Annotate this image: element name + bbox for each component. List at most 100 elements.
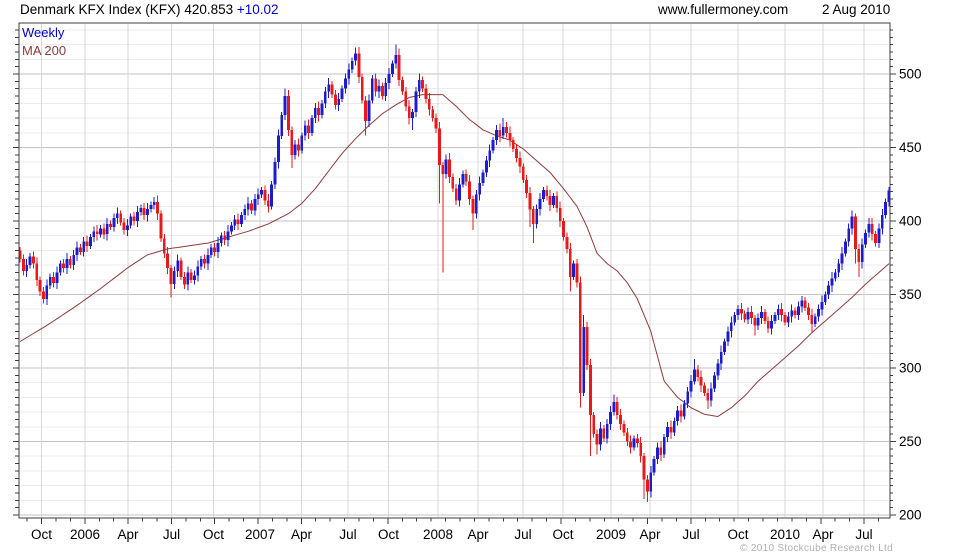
candle-down (578, 282, 582, 393)
candle-up (199, 259, 203, 267)
candle-up (682, 403, 686, 417)
candle-down (189, 272, 193, 280)
candle-down (102, 228, 106, 235)
candle-down (511, 140, 515, 149)
candle-up (877, 228, 881, 244)
candle-down (334, 94, 337, 105)
candle-down (622, 423, 626, 433)
candle-up (216, 243, 220, 252)
candle-down (783, 315, 787, 323)
candle-down (518, 157, 522, 167)
candle-down (498, 129, 502, 136)
candle-up (323, 91, 327, 104)
candle-down (156, 201, 159, 214)
candle-down (22, 259, 25, 271)
candle-up (293, 144, 297, 155)
x-axis-label: Oct (378, 527, 399, 542)
candle-down (854, 216, 857, 249)
copyright-notice: © 2010 Stockcube Research Ltd (740, 543, 893, 554)
candle-up (491, 140, 495, 151)
candle-down (79, 247, 82, 252)
candle-down (203, 259, 206, 264)
candle-up (172, 271, 176, 285)
candle-down (568, 248, 572, 277)
candle-up (320, 103, 324, 116)
candle-up (240, 215, 243, 224)
candle-up (880, 215, 884, 229)
x-axis-label: Jul (514, 527, 531, 542)
candle-up (887, 190, 891, 202)
candle-up (632, 438, 636, 448)
candle-up (495, 129, 498, 141)
x-axis-label: Apr (812, 527, 834, 542)
candle-down (454, 188, 458, 201)
candle-up (485, 160, 488, 173)
candle-down (290, 129, 294, 155)
candle-up (146, 209, 149, 216)
candle-down (810, 315, 814, 324)
candle-up (776, 309, 780, 316)
candle-down (706, 393, 710, 401)
candle-down (696, 369, 700, 377)
candle-up (458, 184, 461, 201)
candle-up (115, 213, 119, 218)
candle-up (649, 472, 653, 492)
candle-up (773, 315, 777, 321)
candle-up (847, 228, 851, 242)
candle-down (639, 443, 643, 457)
instrument-name: Denmark KFX Index (KFX) (20, 2, 181, 17)
candle-up (193, 275, 196, 280)
plot-border (18, 22, 891, 519)
candle-up (833, 272, 837, 279)
candle-down (615, 401, 619, 415)
candle-up (867, 223, 871, 233)
x-axis-label: 2008 (423, 527, 453, 542)
candle-up (28, 256, 32, 266)
candle-down (625, 432, 629, 442)
candle-up (129, 216, 133, 226)
x-axis-label: Oct (727, 527, 748, 542)
candle-down (438, 128, 441, 166)
candle-up (313, 107, 317, 119)
candle-up (823, 294, 827, 302)
candle-up (72, 254, 76, 266)
candle-down (364, 100, 367, 122)
candle-up (139, 207, 143, 213)
candle-up (538, 198, 542, 210)
candle-down (531, 209, 535, 224)
candle-up (666, 426, 669, 438)
candle-down (179, 260, 183, 277)
x-axis-label: 2010 (770, 527, 800, 542)
candle-down (431, 109, 435, 119)
candle-up (582, 326, 586, 393)
x-axis-label: Jul (855, 527, 872, 542)
candle-up (82, 241, 86, 252)
candle-down (558, 207, 562, 221)
candle-down (619, 415, 622, 424)
candle-down (703, 385, 706, 393)
candle-down (679, 410, 683, 417)
candle-down (307, 125, 310, 133)
candle-up (501, 126, 505, 136)
candle-up (817, 309, 820, 317)
candle-down (401, 79, 404, 92)
candle-up (65, 259, 69, 268)
candle-up (605, 423, 609, 439)
candle-down (236, 219, 240, 224)
candle-down (166, 253, 169, 268)
candle-down (793, 310, 797, 316)
candle-up (384, 82, 388, 96)
candle-down (421, 79, 424, 89)
candle-up (152, 201, 156, 205)
candle-down (807, 307, 810, 316)
candle-down (521, 166, 525, 180)
candle-up (126, 225, 129, 230)
candle-up (736, 309, 740, 316)
candle-down (548, 196, 552, 205)
candle-up (760, 312, 763, 318)
x-axis-label: Oct (203, 527, 224, 542)
candle-down (870, 223, 874, 235)
candle-up (444, 159, 448, 174)
